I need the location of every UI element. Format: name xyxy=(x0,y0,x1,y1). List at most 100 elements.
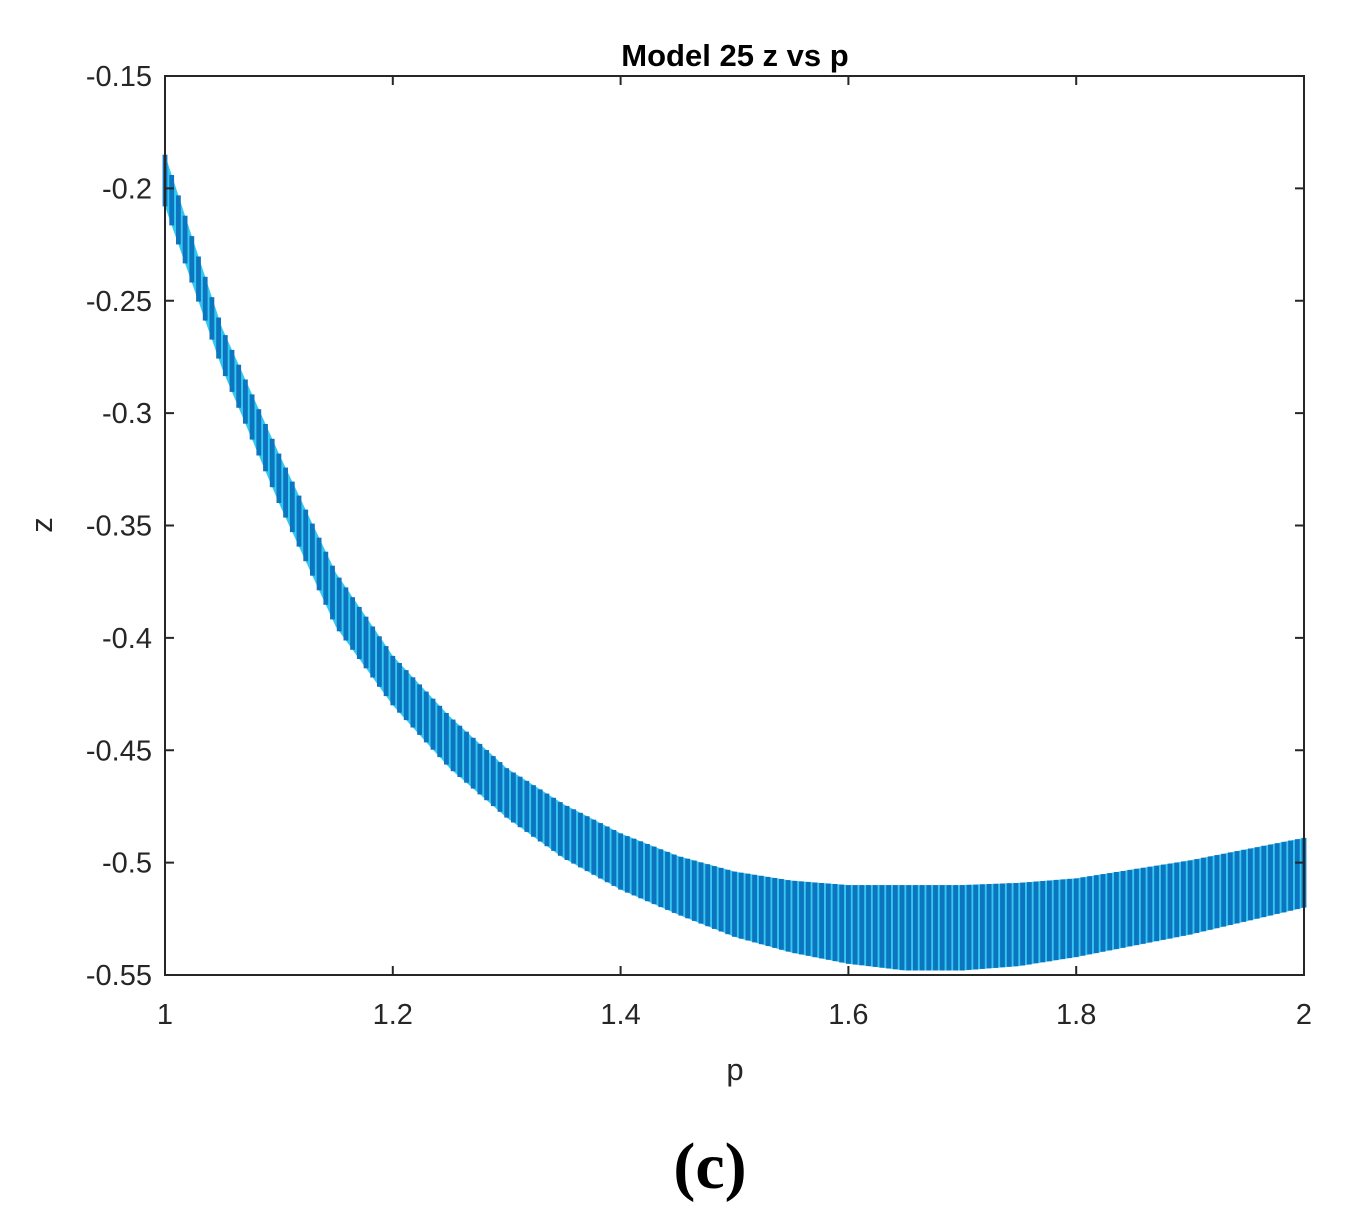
band-bar xyxy=(390,655,396,706)
band-bar xyxy=(1026,882,1032,965)
band-bar xyxy=(859,885,865,966)
band-bar xyxy=(189,236,195,283)
band-bar xyxy=(1167,863,1173,939)
band-bar xyxy=(202,276,208,321)
x-tick-label: 1.8 xyxy=(1056,999,1096,1031)
band-bar xyxy=(490,756,496,807)
x-tick-label: 1 xyxy=(157,999,173,1031)
band-bar xyxy=(343,587,349,641)
band-bar xyxy=(504,768,510,818)
band-bar xyxy=(604,826,610,883)
band-bar xyxy=(383,646,389,697)
band-bar xyxy=(913,885,918,971)
band-bar xyxy=(718,867,724,932)
band-bar xyxy=(618,833,623,890)
band-bar xyxy=(879,885,885,968)
y-tick-label: -0.55 xyxy=(86,960,152,992)
band-bar xyxy=(792,880,798,954)
band-bar xyxy=(1033,881,1039,964)
band-bar xyxy=(1107,873,1113,951)
band-bar xyxy=(892,885,898,970)
band-bar xyxy=(832,884,838,962)
band-bar xyxy=(303,509,309,562)
band-bar xyxy=(1288,840,1293,911)
band-bar xyxy=(1254,847,1260,919)
band-bar xyxy=(772,878,778,948)
band-bar xyxy=(986,884,992,969)
band-bar xyxy=(866,885,871,967)
band-bar xyxy=(544,793,550,847)
band-bar xyxy=(678,856,684,916)
band-bar xyxy=(477,743,483,795)
x-tick-label: 1.6 xyxy=(828,999,868,1031)
plot-area xyxy=(162,75,1307,976)
band-bar xyxy=(350,597,355,650)
band-bar xyxy=(511,772,516,823)
band-bar xyxy=(484,750,489,801)
band-bar xyxy=(752,874,757,943)
band-bar xyxy=(645,844,650,902)
band-bar xyxy=(1006,883,1012,967)
band-bar xyxy=(638,841,644,899)
tick-marks xyxy=(164,75,1305,976)
band-bar xyxy=(946,885,952,971)
band-bar xyxy=(1120,871,1126,948)
band-bar xyxy=(993,883,999,968)
y-tick-label: -0.15 xyxy=(86,61,152,93)
plot-background xyxy=(165,76,1304,975)
band-bar xyxy=(323,551,329,605)
y-axis-title: z xyxy=(24,517,59,533)
band-bar xyxy=(1160,864,1166,940)
band-bar xyxy=(899,885,905,971)
band-bar xyxy=(671,854,677,913)
band-bar xyxy=(283,467,288,518)
band-bar xyxy=(785,880,791,952)
band-bar xyxy=(805,881,811,956)
band-bar xyxy=(370,626,376,678)
band-bar xyxy=(812,882,818,958)
band-bar xyxy=(276,453,282,503)
band-bar xyxy=(1181,861,1186,936)
band-bar xyxy=(289,481,295,533)
band-bar xyxy=(336,577,342,632)
band-bar xyxy=(825,883,831,960)
data-band xyxy=(162,154,1307,971)
band-bar xyxy=(437,705,443,758)
band-bar xyxy=(698,862,704,924)
band-bar xyxy=(758,875,764,945)
band-bar xyxy=(176,195,181,245)
band-bar xyxy=(591,819,597,875)
band-bar xyxy=(966,884,972,970)
band-bar xyxy=(872,885,878,967)
panel-label: (c) xyxy=(673,1130,746,1203)
band-bar xyxy=(1274,843,1280,914)
band-bar xyxy=(1241,849,1247,922)
band-bar xyxy=(799,881,804,955)
band-highlight xyxy=(165,154,1304,971)
band-bar xyxy=(517,776,523,828)
band-bar xyxy=(691,860,697,921)
band-bar xyxy=(939,885,945,971)
band-bar xyxy=(1234,851,1240,924)
band-bar xyxy=(410,677,416,728)
x-tick-label: 1.2 xyxy=(373,999,413,1031)
band-bar xyxy=(1214,855,1220,929)
band-bar xyxy=(551,797,556,851)
band-bar xyxy=(1040,881,1046,963)
band-bar xyxy=(1294,839,1300,910)
band-bar xyxy=(1134,868,1139,946)
band-bar xyxy=(1114,872,1119,950)
y-tick-label: -0.35 xyxy=(86,511,152,543)
band-bar xyxy=(269,438,275,488)
band-bar xyxy=(196,256,201,302)
band-bar xyxy=(725,869,731,935)
band-bar xyxy=(980,884,985,969)
band-bar xyxy=(705,864,711,927)
band-bar xyxy=(571,809,577,864)
band-bar xyxy=(1073,878,1079,958)
band-bar xyxy=(236,364,242,408)
band-bar xyxy=(1227,852,1233,925)
band-bar xyxy=(557,802,563,856)
